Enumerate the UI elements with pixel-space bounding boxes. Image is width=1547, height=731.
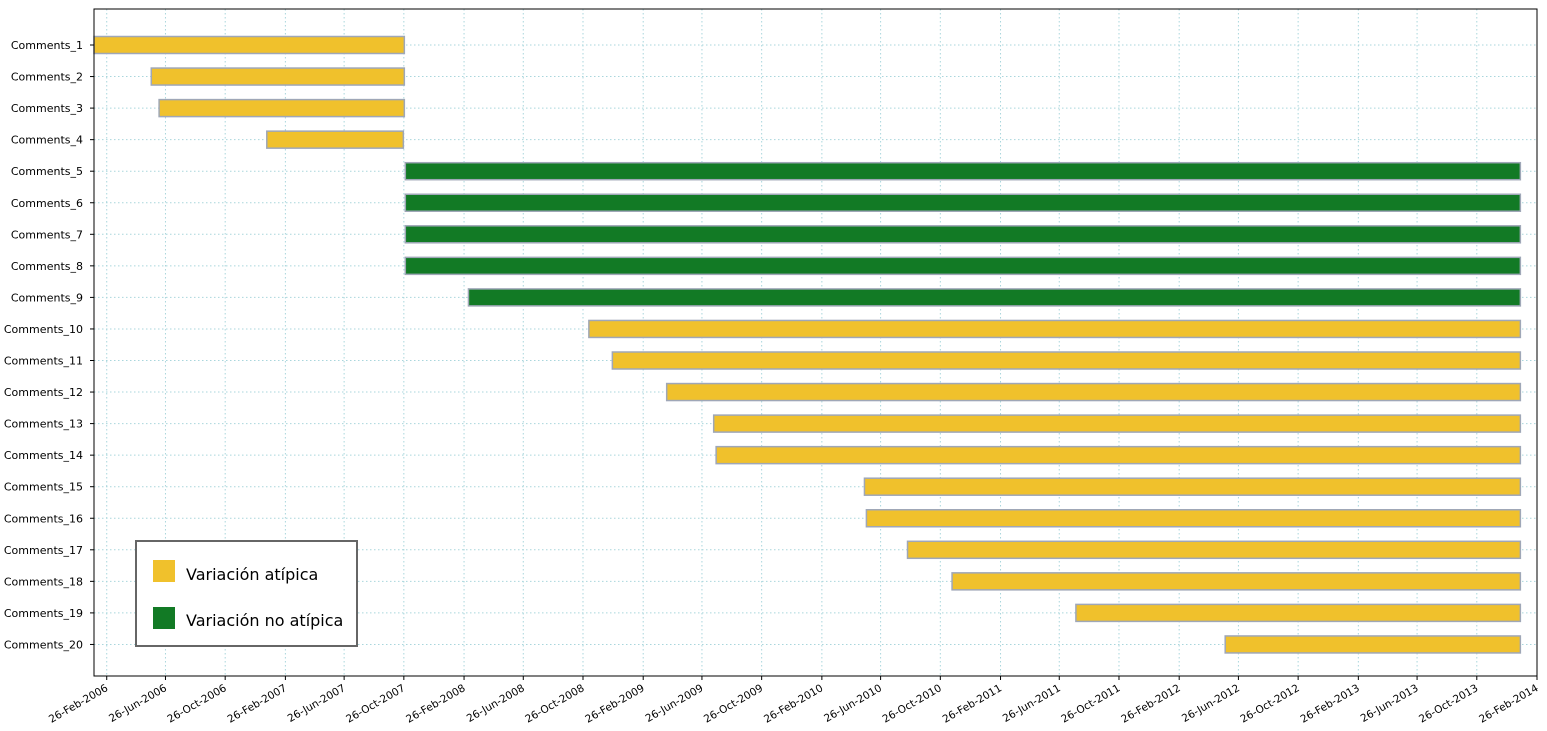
gantt-bar xyxy=(863,477,1522,496)
x-tick-label: 26-Oct-2009 xyxy=(702,682,765,725)
gantt-bar xyxy=(266,130,405,149)
x-axis: 26-Feb-200626-Jun-200626-Oct-200626-Feb-… xyxy=(47,676,1541,726)
y-tick-label: Comments_1 xyxy=(11,39,83,52)
x-tick-label: 26-Jun-2007 xyxy=(286,682,348,725)
gantt-bar xyxy=(467,288,1522,307)
gantt-bar xyxy=(404,256,1522,276)
gantt-bar xyxy=(588,319,1522,339)
legend-swatch-atipica xyxy=(153,560,175,582)
x-tick-label: 26-Jun-2013 xyxy=(1359,682,1421,725)
y-tick-label: Comments_20 xyxy=(4,638,83,651)
y-tick-label: Comments_7 xyxy=(11,228,83,241)
x-tick-label: 26-Oct-2012 xyxy=(1238,682,1301,725)
y-tick-label: Comments_4 xyxy=(11,134,83,147)
gantt-bar xyxy=(715,445,1522,465)
gantt-bar xyxy=(158,98,406,118)
gantt-bar xyxy=(404,193,1522,212)
gantt-bar xyxy=(1224,635,1522,654)
x-tick-label: 26-Feb-2013 xyxy=(1298,682,1361,726)
x-tick-label: 26-Oct-2006 xyxy=(165,682,229,726)
x-tick-label: 26-Oct-2013 xyxy=(1417,682,1480,725)
y-tick-label: Comments_19 xyxy=(4,607,83,620)
x-tick-label: 26-Jun-2012 xyxy=(1180,682,1242,725)
y-tick-label: Comments_15 xyxy=(4,481,83,494)
y-tick-label: Comments_10 xyxy=(4,323,83,336)
gantt-bar xyxy=(150,67,406,86)
x-tick-label: 26-Feb-2009 xyxy=(583,682,646,726)
legend-swatch-no-atipica xyxy=(153,607,175,629)
y-tick-label: Comments_16 xyxy=(4,512,83,525)
x-tick-label: 26-Oct-2008 xyxy=(523,682,586,725)
y-tick-label: Comments_9 xyxy=(11,291,83,304)
x-tick-label: 26-Jun-2006 xyxy=(107,682,169,725)
legend-label-no-atipica: Variación no atípica xyxy=(186,611,343,630)
y-tick-label: Comments_2 xyxy=(11,71,83,84)
legend: Variación atípica Variación no atípica xyxy=(135,540,358,647)
legend-label-atipica: Variación atípica xyxy=(186,565,318,584)
gantt-bar xyxy=(1075,603,1522,623)
gantt-bar xyxy=(865,509,1522,528)
x-tick-label: 26-Oct-2011 xyxy=(1059,682,1122,725)
gantt-bar xyxy=(665,382,1522,402)
plot-frame xyxy=(93,8,1538,677)
x-tick-label: 26-Jun-2011 xyxy=(1001,682,1063,725)
x-tick-label: 26-Feb-2011 xyxy=(941,682,1004,726)
y-tick-label: Comments_5 xyxy=(11,165,83,178)
y-tick-label: Comments_8 xyxy=(11,260,83,273)
x-tick-label: 26-Feb-2014 xyxy=(1477,682,1541,726)
gantt-bar xyxy=(611,351,1522,370)
y-tick-label: Comments_6 xyxy=(11,197,83,210)
y-tick-label: Comments_18 xyxy=(4,575,83,588)
x-tick-label: 26-Oct-2007 xyxy=(344,682,407,725)
y-tick-label: Comments_11 xyxy=(4,355,83,368)
gantt-bar xyxy=(404,225,1522,244)
y-tick-label: Comments_3 xyxy=(11,102,83,115)
y-tick-label: Comments_12 xyxy=(4,386,83,399)
legend-box xyxy=(135,540,358,647)
x-tick-label: 26-Jun-2009 xyxy=(643,682,705,725)
gantt-bar xyxy=(404,161,1522,181)
x-tick-label: 26-Feb-2007 xyxy=(226,682,289,726)
x-tick-label: 26-Feb-2010 xyxy=(762,682,825,726)
x-tick-label: 26-Feb-2012 xyxy=(1119,682,1182,726)
gantt-bar xyxy=(906,540,1522,560)
gantt-bar xyxy=(93,35,406,55)
x-tick-label: 26-Feb-2008 xyxy=(404,682,467,726)
x-tick-label: 26-Oct-2010 xyxy=(881,682,944,725)
x-tick-label: 26-Jun-2010 xyxy=(822,682,884,725)
y-tick-label: Comments_14 xyxy=(4,449,83,462)
bars xyxy=(93,35,1522,654)
y-tick-label: Comments_13 xyxy=(4,418,83,431)
x-tick-label: 26-Feb-2006 xyxy=(47,682,111,726)
y-tick-label: Comments_17 xyxy=(4,544,83,557)
gantt-bar xyxy=(951,572,1522,591)
gantt-bar xyxy=(712,414,1522,433)
y-axis: Comments_1 Comments_2 Comments_3 Comments_4… xyxy=(4,39,94,651)
x-tick-label: 26-Jun-2008 xyxy=(465,682,527,725)
